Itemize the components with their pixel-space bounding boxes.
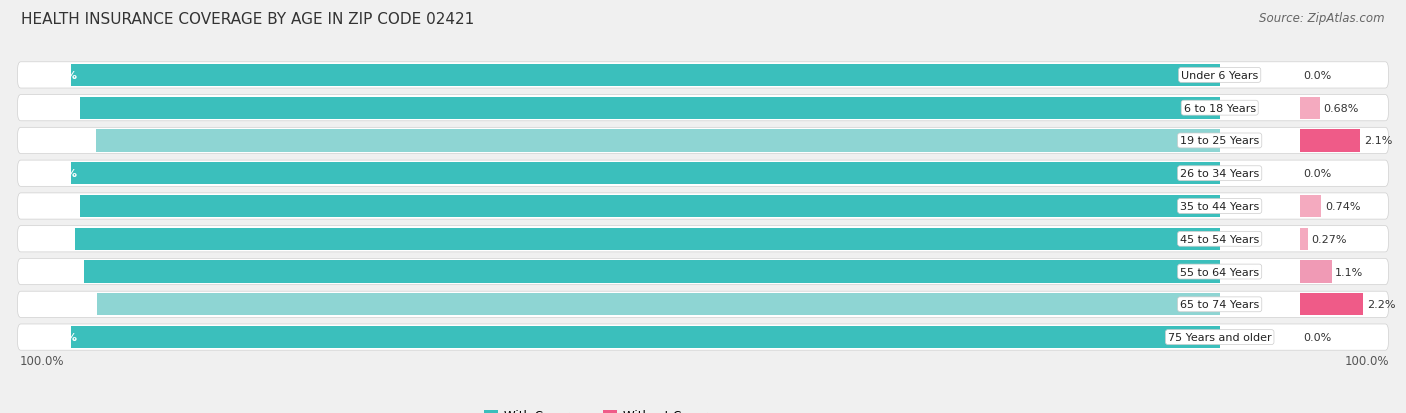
Text: 99.3%: 99.3% (31, 103, 70, 114)
Bar (72, 326, 1219, 349)
Text: 26 to 34 Years: 26 to 34 Years (1180, 169, 1260, 179)
Text: 55 to 64 Years: 55 to 64 Years (1180, 267, 1260, 277)
Bar (1301, 130, 1361, 152)
Bar (1301, 294, 1364, 316)
Bar (1301, 261, 1331, 283)
Text: 35 to 44 Years: 35 to 44 Years (1180, 202, 1260, 211)
Text: 0.74%: 0.74% (1324, 202, 1360, 211)
Text: 0.68%: 0.68% (1323, 103, 1358, 114)
Legend: With Coverage, Without Coverage: With Coverage, Without Coverage (479, 404, 734, 413)
FancyBboxPatch shape (17, 226, 1389, 252)
Text: 2.2%: 2.2% (1367, 299, 1395, 310)
Bar (84, 261, 1219, 283)
Bar (80, 97, 1219, 119)
Text: 99.3%: 99.3% (31, 202, 70, 211)
FancyBboxPatch shape (17, 324, 1389, 350)
Bar (1301, 97, 1320, 119)
Text: Under 6 Years: Under 6 Years (1181, 71, 1258, 81)
Text: 65 to 74 Years: 65 to 74 Years (1180, 299, 1260, 310)
Text: 100.0%: 100.0% (20, 354, 65, 367)
Text: 75 Years and older: 75 Years and older (1168, 332, 1271, 342)
Bar (80, 195, 1219, 218)
FancyBboxPatch shape (17, 95, 1389, 121)
Text: 100.0%: 100.0% (31, 169, 77, 179)
Text: 97.9%: 97.9% (31, 136, 70, 146)
Text: 98.9%: 98.9% (31, 267, 70, 277)
FancyBboxPatch shape (17, 292, 1389, 318)
Text: 0.0%: 0.0% (1303, 71, 1331, 81)
Bar (72, 163, 1219, 185)
Bar (96, 130, 1219, 152)
FancyBboxPatch shape (17, 128, 1389, 154)
FancyBboxPatch shape (17, 63, 1389, 89)
Bar (97, 294, 1219, 316)
Text: 2.1%: 2.1% (1364, 136, 1392, 146)
Text: 100.0%: 100.0% (31, 71, 77, 81)
FancyBboxPatch shape (17, 161, 1389, 187)
Text: 0.27%: 0.27% (1312, 234, 1347, 244)
Text: 0.0%: 0.0% (1303, 169, 1331, 179)
Text: 6 to 18 Years: 6 to 18 Years (1184, 103, 1256, 114)
Bar (72, 64, 1219, 87)
Bar (1301, 195, 1322, 218)
FancyBboxPatch shape (17, 193, 1389, 220)
Bar (75, 228, 1219, 250)
Text: 100.0%: 100.0% (31, 332, 77, 342)
Text: 45 to 54 Years: 45 to 54 Years (1180, 234, 1260, 244)
Text: 97.8%: 97.8% (31, 299, 70, 310)
Text: 19 to 25 Years: 19 to 25 Years (1180, 136, 1260, 146)
FancyBboxPatch shape (17, 259, 1389, 285)
Bar (1301, 228, 1308, 250)
Text: 1.1%: 1.1% (1336, 267, 1364, 277)
Text: HEALTH INSURANCE COVERAGE BY AGE IN ZIP CODE 02421: HEALTH INSURANCE COVERAGE BY AGE IN ZIP … (21, 12, 474, 27)
Text: Source: ZipAtlas.com: Source: ZipAtlas.com (1260, 12, 1385, 25)
Text: 0.0%: 0.0% (1303, 332, 1331, 342)
Text: 99.7%: 99.7% (31, 234, 70, 244)
Text: 100.0%: 100.0% (1346, 354, 1389, 367)
